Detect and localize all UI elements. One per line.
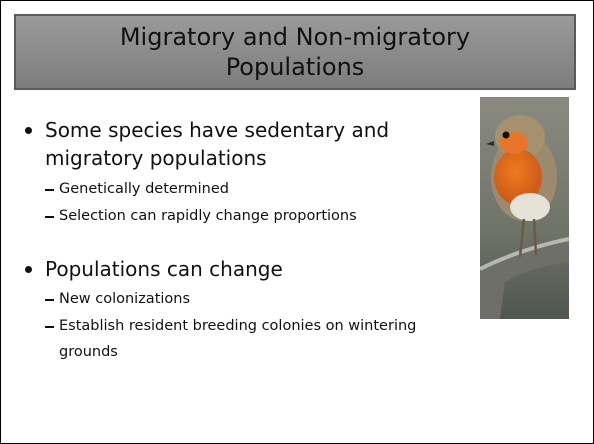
sub-bullet-text: Selection can rapidly change proportions (59, 203, 479, 229)
dash-marker (45, 299, 54, 301)
bullet-marker (25, 127, 32, 134)
slide: Migratory and Non-migratory Populations … (0, 0, 594, 444)
title-box: Migratory and Non-migratory Populations (14, 14, 576, 90)
bullet-marker (25, 266, 32, 273)
dash-marker (45, 326, 54, 328)
slide-title: Migratory and Non-migratory Populations (95, 22, 495, 82)
robin-photo (480, 97, 569, 319)
sub-bullet-text: Establish resident breeding colonies on … (59, 313, 479, 365)
bullet-text: Populations can change (45, 255, 465, 283)
sub-bullet-text: New colonizations (59, 286, 479, 312)
dash-marker (45, 216, 54, 218)
sub-bullet-text: Genetically determined (59, 176, 479, 202)
dash-marker (45, 189, 54, 191)
bullet-text: Some species have sedentary and migrator… (45, 116, 465, 172)
